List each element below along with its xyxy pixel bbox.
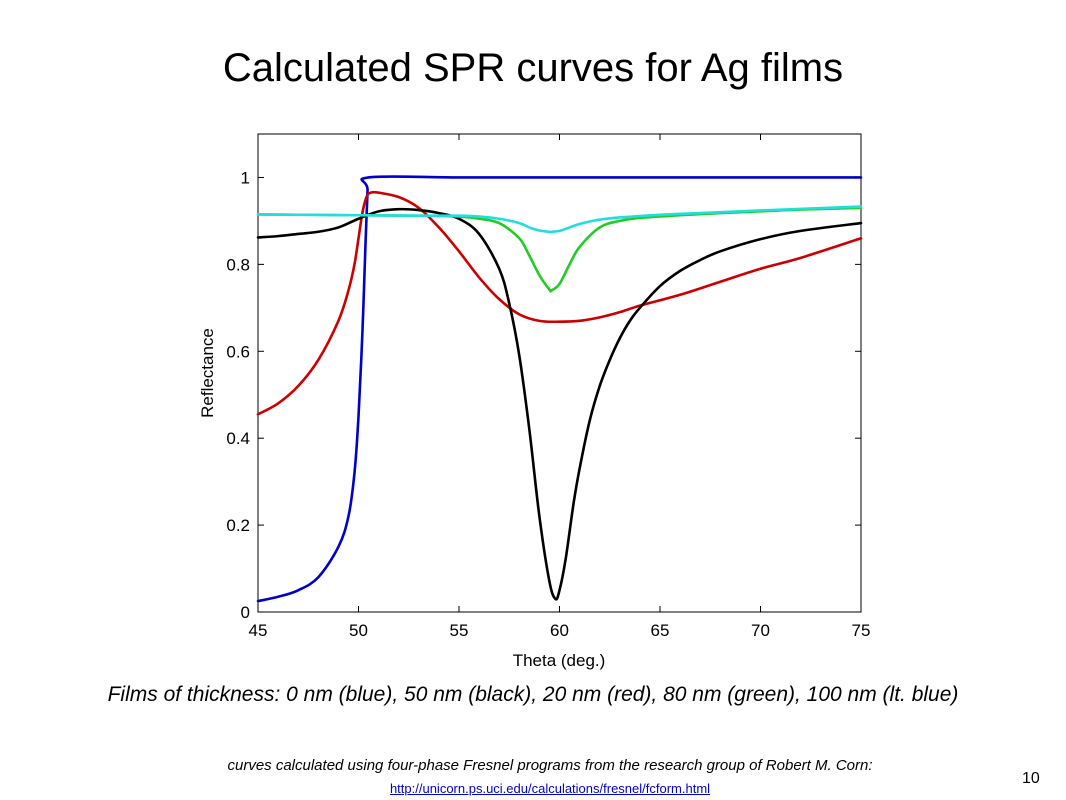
source-link-row: http://unicorn.ps.uci.edu/calculations/f…	[0, 781, 1066, 797]
x-tick-label: 55	[450, 621, 469, 640]
series-layer	[256, 175, 863, 603]
x-tick-label: 75	[852, 621, 871, 640]
source-link[interactable]: http://unicorn.ps.uci.edu/calculations/f…	[389, 781, 711, 796]
slide-title: Calculated SPR curves for Ag films	[222, 46, 844, 90]
x-tick-label: 45	[249, 621, 268, 640]
y-tick-label: 0.2	[226, 516, 250, 535]
y-tick-label: 0.6	[226, 342, 250, 361]
y-tick-label: 0.8	[226, 255, 250, 274]
series-line-black	[256, 207, 863, 601]
series-line-cyan	[256, 205, 863, 234]
x-tick-label: 50	[349, 621, 368, 640]
x-tick-label: 60	[550, 621, 569, 640]
plot-frame	[257, 133, 862, 613]
x-axis-label: Theta (deg.)	[513, 651, 606, 670]
figure-caption: Films of thickness: 0 nm (blue), 50 nm (…	[107, 683, 959, 706]
x-tick-label: 70	[751, 621, 770, 640]
plot-area	[257, 133, 862, 613]
y-tick-label: 0	[241, 603, 250, 622]
source-note: curves calculated using four-phase Fresn…	[227, 757, 873, 774]
tick-layer: 45 50 55 60 65 70 75 0 0.2 0.4 0.6 0.8 1	[226, 134, 870, 640]
page-number: 10	[1022, 770, 1040, 787]
x-tick-label: 65	[651, 621, 670, 640]
y-axis-label: Reflectance	[198, 328, 217, 418]
series-line-blue	[256, 175, 863, 603]
y-tick-label: 1	[241, 168, 250, 187]
y-tick-label: 0.4	[226, 429, 250, 448]
